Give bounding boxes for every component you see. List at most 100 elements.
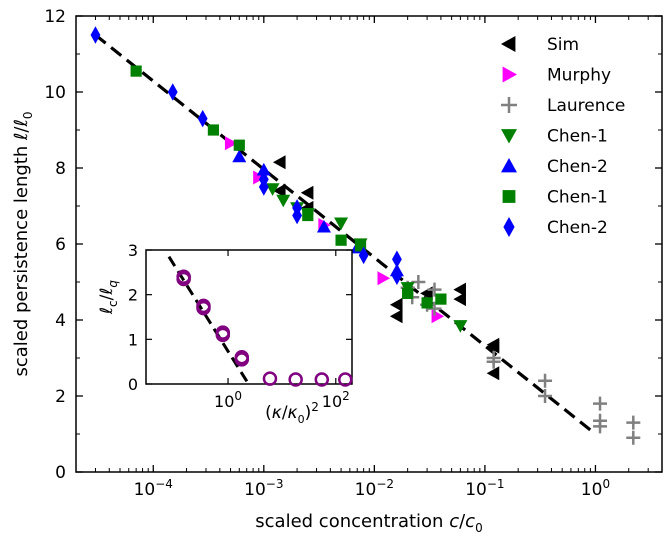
- data-point-triangle-right: [253, 170, 266, 185]
- legend-label: Chen-1: [547, 127, 608, 147]
- data-point-diamond: [392, 267, 402, 286]
- legend-marker-triangle-right: [502, 66, 517, 83]
- x-tick-label: 100: [581, 477, 610, 500]
- legend-label: Sim: [547, 35, 579, 55]
- inset-data-point: [234, 352, 250, 367]
- data-point-plus: [538, 373, 553, 388]
- inset-y-tick-label: 1: [128, 330, 138, 349]
- data-point-triangle-left: [486, 337, 500, 352]
- data-point-triangle-left: [272, 155, 286, 170]
- data-point-plus: [593, 396, 608, 411]
- data-point-triangle-down: [453, 320, 468, 333]
- inset-x-tick-label: 100: [214, 389, 242, 411]
- legend-marker-triangle-up: [501, 158, 517, 173]
- data-point-triangle-down: [276, 194, 291, 208]
- legend-marker-triangle-left: [501, 36, 516, 52]
- data-point-plus: [427, 301, 442, 316]
- data-point-plus: [538, 389, 553, 403]
- data-point-triangle-left: [389, 297, 403, 312]
- data-point-triangle-left: [486, 366, 500, 381]
- inset-data-point: [215, 327, 231, 343]
- data-point-diamond: [167, 83, 178, 101]
- data-point-triangle-down: [265, 183, 280, 196]
- data-point-triangle-right: [224, 136, 238, 151]
- data-point-diamond: [197, 109, 208, 128]
- x-tick-label: 10−4: [134, 477, 173, 500]
- legend-label: Laurence: [547, 96, 625, 116]
- legend-label: Chen-1: [547, 188, 608, 208]
- x-tick-label: 10−2: [355, 477, 394, 500]
- data-point-plus: [427, 282, 442, 297]
- legend-marker-triangle-down: [501, 129, 517, 144]
- data-point-diamond: [392, 250, 402, 268]
- data-point-triangle-left: [389, 309, 403, 324]
- data-point-triangle-up: [232, 149, 247, 163]
- data-point-plus: [486, 354, 501, 369]
- legend-label: Chen-2: [547, 157, 608, 177]
- inset-data-point: [288, 372, 303, 387]
- data-point-triangle-left: [272, 183, 286, 198]
- data-point-square: [435, 293, 447, 305]
- inset-y-tick-label: 3: [128, 241, 138, 260]
- y-tick-label: 6: [55, 235, 66, 255]
- data-point-square: [233, 139, 245, 151]
- data-point-triangle-up: [316, 219, 331, 233]
- legend-label: Murphy: [547, 66, 611, 86]
- inset-data-point: [262, 371, 278, 386]
- legend-entry: Sim: [501, 35, 579, 55]
- y-tick-label: 10: [44, 83, 66, 103]
- inset-plot: 100 102 0 1 2 3 (κ/κ0)2 ℓc/ℓq: [97, 241, 353, 426]
- legend-marker-square: [502, 190, 516, 203]
- data-point-triangle-left: [453, 282, 466, 297]
- inset-fit-line: [167, 255, 250, 385]
- inset-data-point: [176, 271, 191, 287]
- data-point-square: [402, 287, 414, 299]
- y-tick-label: 0: [55, 463, 66, 483]
- data-point-triangle-down: [334, 217, 349, 231]
- inset-data-point: [314, 372, 330, 387]
- inset-x-axis-label: (κ/κ0)2: [265, 400, 319, 426]
- inset-y-tick-label: 0: [128, 375, 138, 394]
- data-point-plus: [626, 415, 641, 430]
- inset-y-tick-label: 2: [128, 286, 138, 305]
- legend: Sim Murphy Laurence Chen-1 Chen-2 Chen-1 Chen-…: [501, 35, 625, 238]
- legend-marker-diamond: [503, 217, 515, 237]
- legend-marker-plus: [501, 97, 517, 113]
- data-point-square: [421, 297, 433, 309]
- inset-data-point: [338, 372, 353, 387]
- data-point-square: [130, 65, 142, 77]
- x-tick-label: 10−3: [244, 477, 283, 500]
- y-tick-label: 8: [55, 159, 66, 179]
- inset-y-axis-label: ℓc/ℓq: [97, 280, 120, 315]
- legend-entry: Chen-1: [502, 188, 608, 208]
- inset-frame: [145, 249, 353, 385]
- y-tick-label: 4: [55, 311, 66, 331]
- data-point-diamond: [258, 178, 269, 196]
- data-point-square: [354, 240, 367, 252]
- x-tick-label: 10−1: [465, 477, 504, 500]
- inset-background: [146, 250, 352, 384]
- data-point-diamond: [90, 26, 101, 44]
- data-point-plus: [593, 419, 608, 434]
- data-point-diamond: [358, 246, 369, 265]
- data-point-plus: [626, 430, 641, 445]
- legend-entry: Laurence: [501, 96, 625, 116]
- inset-x-tick-label: 102: [322, 389, 350, 411]
- y-tick-label: 12: [44, 7, 66, 27]
- fit-line: [94, 33, 597, 436]
- legend-entry: Murphy: [502, 66, 611, 86]
- legend-label: Chen-2: [547, 218, 608, 238]
- legend-entry: Chen-2: [503, 217, 608, 238]
- data-point-triangle-right: [377, 271, 391, 286]
- y-tick-label: 2: [55, 387, 66, 407]
- data-point-diamond: [292, 199, 302, 217]
- data-point-square: [207, 124, 220, 136]
- x-axis-label: scaled concentration c/c0: [255, 511, 482, 535]
- legend-entry: Chen-2: [501, 157, 608, 177]
- data-point-square: [335, 234, 347, 246]
- data-point-square: [302, 209, 314, 222]
- data-point-triangle-left: [300, 185, 314, 200]
- data-point-triangle-left: [453, 292, 466, 307]
